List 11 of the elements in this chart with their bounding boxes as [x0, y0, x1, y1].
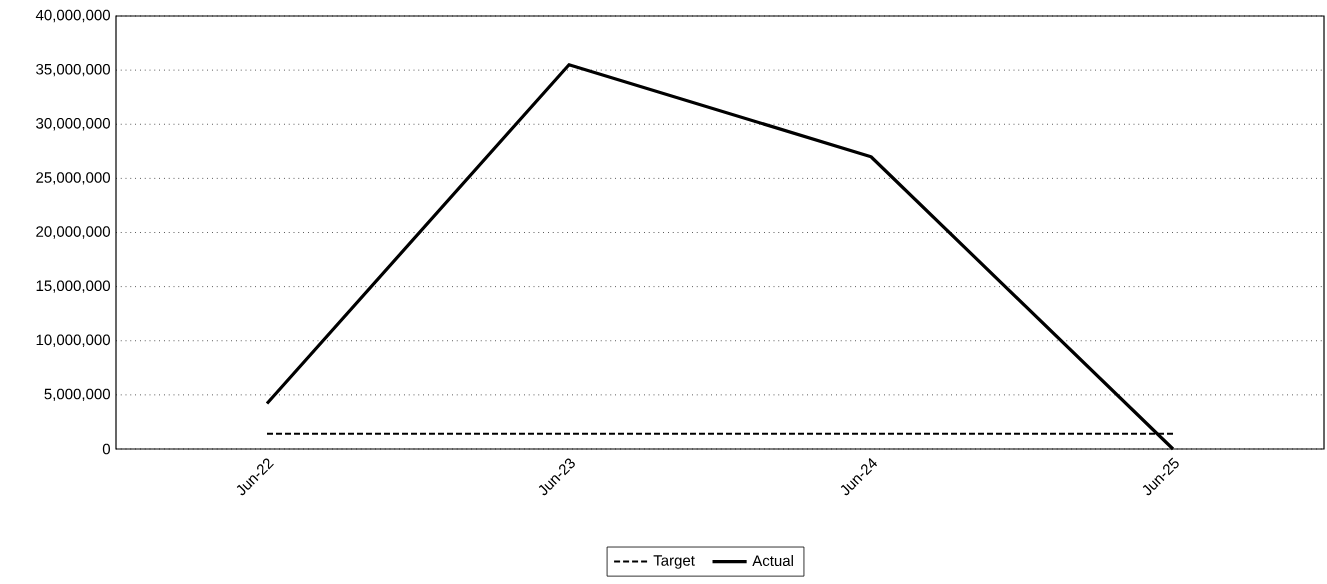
y-tick-label: 0 [102, 443, 111, 455]
y-tick-label: 10,000,000 [36, 334, 110, 347]
y-tick-label: 25,000,000 [36, 172, 110, 185]
y-tick-label: 15,000,000 [36, 280, 110, 293]
y-tick-label: 20,000,000 [36, 226, 110, 239]
y-tick-label: 30,000,000 [36, 118, 110, 131]
y-tick-label: 40,000,000 [35, 9, 110, 23]
legend-label: Actual [752, 555, 793, 567]
y-tick-label: 5,000,000 [44, 388, 110, 402]
y-tick-label: 35,000,000 [36, 63, 110, 77]
legend-label: Target [653, 555, 695, 569]
